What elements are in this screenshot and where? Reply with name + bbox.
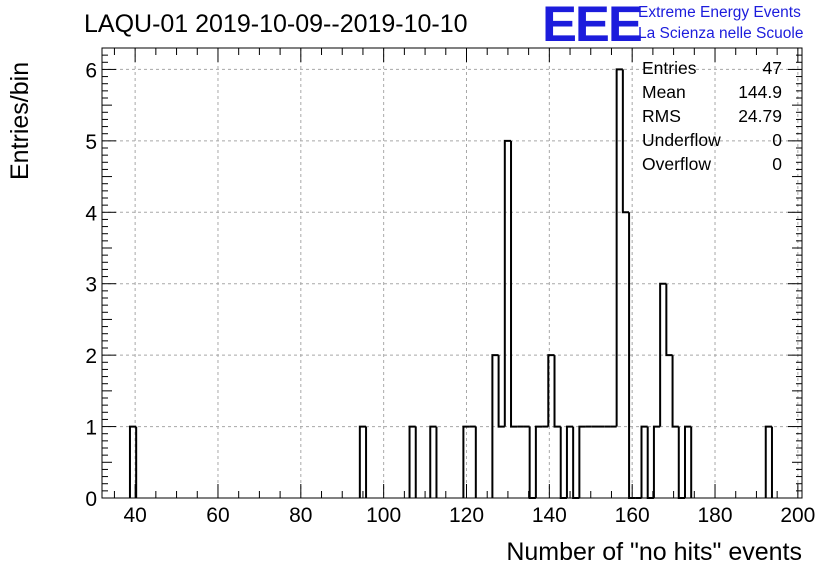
logo-line-2: La Scienza nelle Scuole [638,25,804,42]
histogram-bin [553,355,561,428]
eee-logo-mark: EEE [542,0,643,52]
stats-label: Overflow [642,154,712,174]
stats-label: Mean [642,82,686,102]
stats-label: Entries [642,58,697,78]
x-tick-label: 200 [780,504,815,527]
histogram-bin [503,139,512,427]
chart-title: LAQU-01 2019-10-09--2019-10-10 [84,10,468,38]
histogram-bin [615,68,623,427]
histogram-bin [671,355,679,428]
histogram-bin [659,282,667,427]
stats-value: 0 [772,154,782,174]
histogram-bin [408,425,416,498]
stats-value: 47 [762,58,782,78]
histogram-bin [358,425,367,498]
histogram-bin [565,425,574,498]
histogram-bin [462,425,470,498]
stats-label: RMS [642,106,681,126]
stats-value: 0 [772,130,782,150]
y-tick-label: 5 [85,131,97,154]
x-tick-label: 80 [289,504,312,527]
histogram-bin [429,425,437,498]
histogram-bin [497,355,505,428]
stats-value: 144.9 [738,82,782,102]
x-tick-label: 100 [366,504,401,527]
y-tick-label: 3 [85,274,97,297]
stats-row-overflow: Overflow 0 [636,154,802,178]
histogram-bin [578,425,586,498]
histogram-bin [547,354,555,427]
histogram-bin [128,425,137,498]
stats-label: Underflow [642,130,721,150]
stats-row-underflow: Underflow 0 [636,130,802,154]
histogram-bin [764,425,772,498]
histogram-bin [652,425,661,498]
x-tick-label: 40 [123,504,146,527]
x-tick-label: 140 [532,504,567,527]
stats-row-rms: RMS 24.79 [636,106,802,130]
logo-line-1: Extreme Energy Events [638,4,801,21]
histogram-bin [491,354,499,498]
stats-row-entries: Entries 47 [636,58,802,82]
histogram-bin [665,283,673,357]
histogram-bin [534,425,543,498]
stats-value: 24.79 [738,106,782,126]
x-tick-label: 120 [449,504,484,527]
plot-frame [101,47,803,499]
x-axis-label: Number of "no hits" events [506,538,802,566]
x-tick-label: 160 [615,504,650,527]
histogram-bin [640,425,648,498]
y-tick-label: 0 [85,488,97,511]
y-tick-label: 2 [85,345,97,368]
stats-row-mean: Mean 144.9 [636,82,802,106]
histogram-bin [510,140,518,428]
histogram-bin [621,69,630,214]
x-tick-label: 180 [697,504,732,527]
y-tick-label: 4 [85,202,97,225]
y-axis-label: Entries/bin [6,61,34,180]
histogram-bin [683,425,692,498]
y-tick-label: 6 [85,59,97,82]
x-tick-label: 60 [206,504,229,527]
y-tick-label: 1 [85,417,97,440]
stats-box: Entries 47 Mean 144.9 RMS 24.79 Underflo… [636,58,802,178]
